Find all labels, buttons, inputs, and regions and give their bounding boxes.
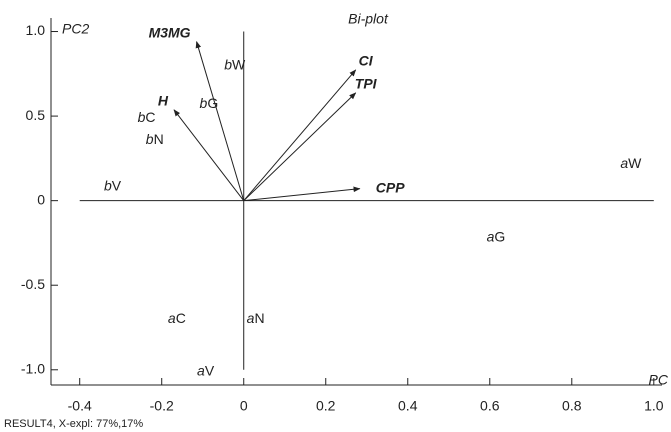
vector-label: CI — [359, 53, 374, 69]
vector-label: M3MG — [149, 24, 191, 40]
x-tick-label: -0.2 — [150, 398, 174, 414]
y-axis-label: PC2 — [62, 21, 89, 37]
x-tick-label: 1.0 — [644, 398, 664, 414]
point-label: bN — [146, 130, 164, 146]
point-label: aN — [247, 310, 265, 326]
point-label: aW — [620, 154, 642, 170]
x-tick-label: 0.8 — [562, 398, 582, 414]
y-tick-label: -0.5 — [21, 276, 45, 292]
point-label: bV — [104, 177, 122, 193]
vector-label: H — [158, 93, 169, 109]
vector-label: TPI — [355, 76, 378, 92]
chart-title: Bi-plot — [348, 11, 389, 27]
y-tick-label: 1.0 — [26, 22, 46, 38]
point-label: bC — [138, 108, 156, 124]
loading-vector — [243, 186, 361, 202]
point-label: aC — [168, 310, 186, 326]
point-label: aV — [197, 362, 215, 378]
x-tick-label: 0.4 — [398, 398, 418, 414]
x-tick-label: -0.4 — [68, 398, 92, 414]
y-tick-label: 0 — [37, 191, 45, 207]
loading-vector — [173, 109, 245, 201]
x-tick-label: 0 — [240, 398, 248, 414]
loading-vector — [243, 69, 357, 201]
point-label: bG — [200, 95, 219, 111]
y-tick-label: -1.0 — [21, 360, 45, 376]
loading-vector — [195, 41, 245, 201]
vector-label: CPP — [376, 179, 405, 195]
footer: RESULT4, X-expl: 77%,17% — [4, 418, 143, 430]
loading-vector — [243, 92, 357, 202]
point-label: bW — [224, 56, 246, 72]
y-tick-label: 0.5 — [26, 107, 46, 123]
x-tick-label: 0.2 — [316, 398, 336, 414]
point-label: aG — [487, 228, 506, 244]
x-tick-label: 0.6 — [480, 398, 500, 414]
